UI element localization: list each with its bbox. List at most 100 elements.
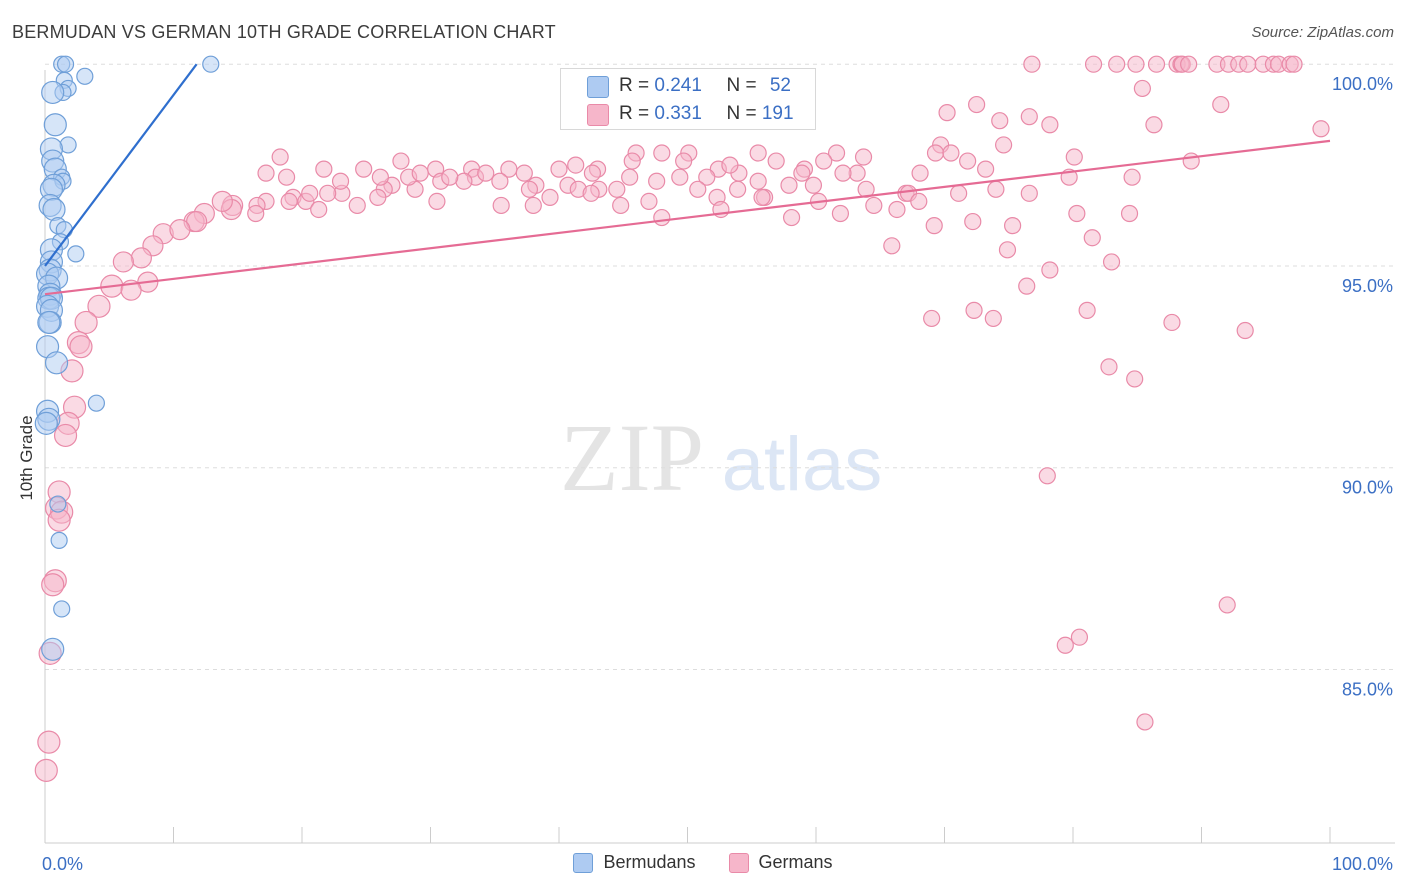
germans-point — [1083, 229, 1101, 247]
germans-point — [130, 247, 152, 269]
germans-point — [827, 144, 846, 162]
germans-point — [984, 309, 1002, 328]
germans-point — [977, 160, 995, 178]
germans-point — [520, 180, 539, 198]
germans-point — [910, 192, 928, 211]
germans-point — [1065, 148, 1083, 166]
bermudans-point — [202, 55, 220, 73]
germans-point — [355, 160, 373, 178]
germans-point — [938, 104, 956, 122]
germans-point — [729, 180, 747, 198]
germans-point — [926, 144, 945, 162]
stats-legend: R = 0.241 N = 52 R = 0.331 N = 191 — [560, 68, 816, 130]
germans-point — [671, 168, 689, 186]
n-label: N = — [726, 103, 762, 124]
germans-point — [441, 168, 459, 186]
germans-point — [749, 144, 767, 162]
germans-point — [69, 335, 93, 359]
germans-point — [965, 301, 983, 319]
bermudans-point — [37, 310, 61, 335]
bermudans-point — [56, 55, 75, 73]
germans-point — [1182, 152, 1200, 170]
germans-point — [371, 168, 389, 186]
germans-point — [653, 208, 671, 227]
germans-point — [1212, 95, 1230, 114]
germans-point — [369, 188, 387, 206]
y-axis-label: 10th Grade — [17, 415, 36, 500]
germans-point — [640, 192, 658, 211]
germans-point — [428, 192, 446, 211]
germans-point — [865, 196, 883, 215]
y-tick-label: 85.0% — [1342, 679, 1393, 699]
germans-point — [959, 152, 977, 170]
germans-point — [1100, 358, 1118, 376]
bermudans-point — [53, 600, 71, 618]
germans-point — [1120, 204, 1139, 223]
germans-point — [247, 204, 265, 223]
germans-point — [831, 204, 850, 223]
germans-point — [1147, 55, 1166, 73]
germans-point — [964, 212, 982, 231]
legend-item-bermudans[interactable]: Bermudans — [573, 852, 696, 873]
germans-point — [689, 180, 707, 198]
germans-point — [301, 184, 319, 202]
germans-point — [1136, 713, 1154, 731]
y-tick-label: 90.0% — [1342, 478, 1393, 498]
germans-point — [1180, 55, 1198, 73]
germans-point — [612, 196, 630, 215]
bermudans-trend-line — [44, 63, 198, 267]
germans-point — [804, 176, 823, 194]
bermudans-point — [76, 67, 94, 85]
germans-point — [257, 164, 275, 182]
watermark: ZIP atlas — [560, 404, 882, 511]
germans-point — [53, 423, 78, 448]
grid-lines — [45, 63, 1395, 670]
watermark-zip: ZIP — [560, 404, 704, 511]
germans-point — [492, 196, 510, 215]
germans-swatch — [587, 104, 609, 126]
germans-point — [1102, 253, 1121, 271]
germans-point — [942, 144, 960, 162]
germans-point — [280, 192, 298, 211]
x-tick-label: 0.0% — [42, 854, 83, 874]
germans-point — [793, 164, 811, 182]
germans-point — [815, 152, 833, 170]
germans-point — [1127, 55, 1145, 73]
germans-point — [675, 152, 693, 170]
germans-point — [277, 168, 296, 186]
germans-point — [524, 196, 542, 215]
germans-point — [621, 168, 639, 186]
axes — [44, 70, 1395, 844]
legend-item-germans[interactable]: Germans — [728, 852, 833, 873]
germans-point — [911, 164, 929, 182]
germans-point — [1145, 116, 1163, 134]
germans-point — [87, 294, 111, 318]
germans-point — [567, 156, 585, 174]
r-label: R = — [619, 75, 655, 96]
germans-point — [1239, 55, 1257, 73]
bermudans-point — [44, 351, 69, 375]
legend-swatch-germans — [728, 852, 749, 873]
germans-point — [582, 184, 600, 202]
germans-point — [169, 219, 191, 241]
n-value: 191 — [761, 103, 794, 124]
germans-trend-line — [44, 139, 1331, 296]
legend-label-germans: Germans — [758, 852, 833, 872]
germans-point — [319, 184, 337, 202]
germans-point — [211, 190, 233, 213]
germans-point — [1163, 313, 1181, 332]
germans-point — [925, 217, 943, 235]
germans-point — [1133, 79, 1151, 98]
germans-point — [648, 172, 666, 190]
germans-point — [1126, 370, 1144, 388]
germans-point — [1004, 217, 1022, 235]
germans-point — [767, 152, 785, 170]
germans-point — [1041, 261, 1059, 279]
germans-point — [1020, 184, 1038, 202]
germans-point — [968, 95, 986, 114]
germans-point — [753, 188, 771, 206]
germans-point — [541, 188, 559, 206]
germans-point — [271, 148, 289, 166]
bermudans-point — [42, 197, 66, 222]
